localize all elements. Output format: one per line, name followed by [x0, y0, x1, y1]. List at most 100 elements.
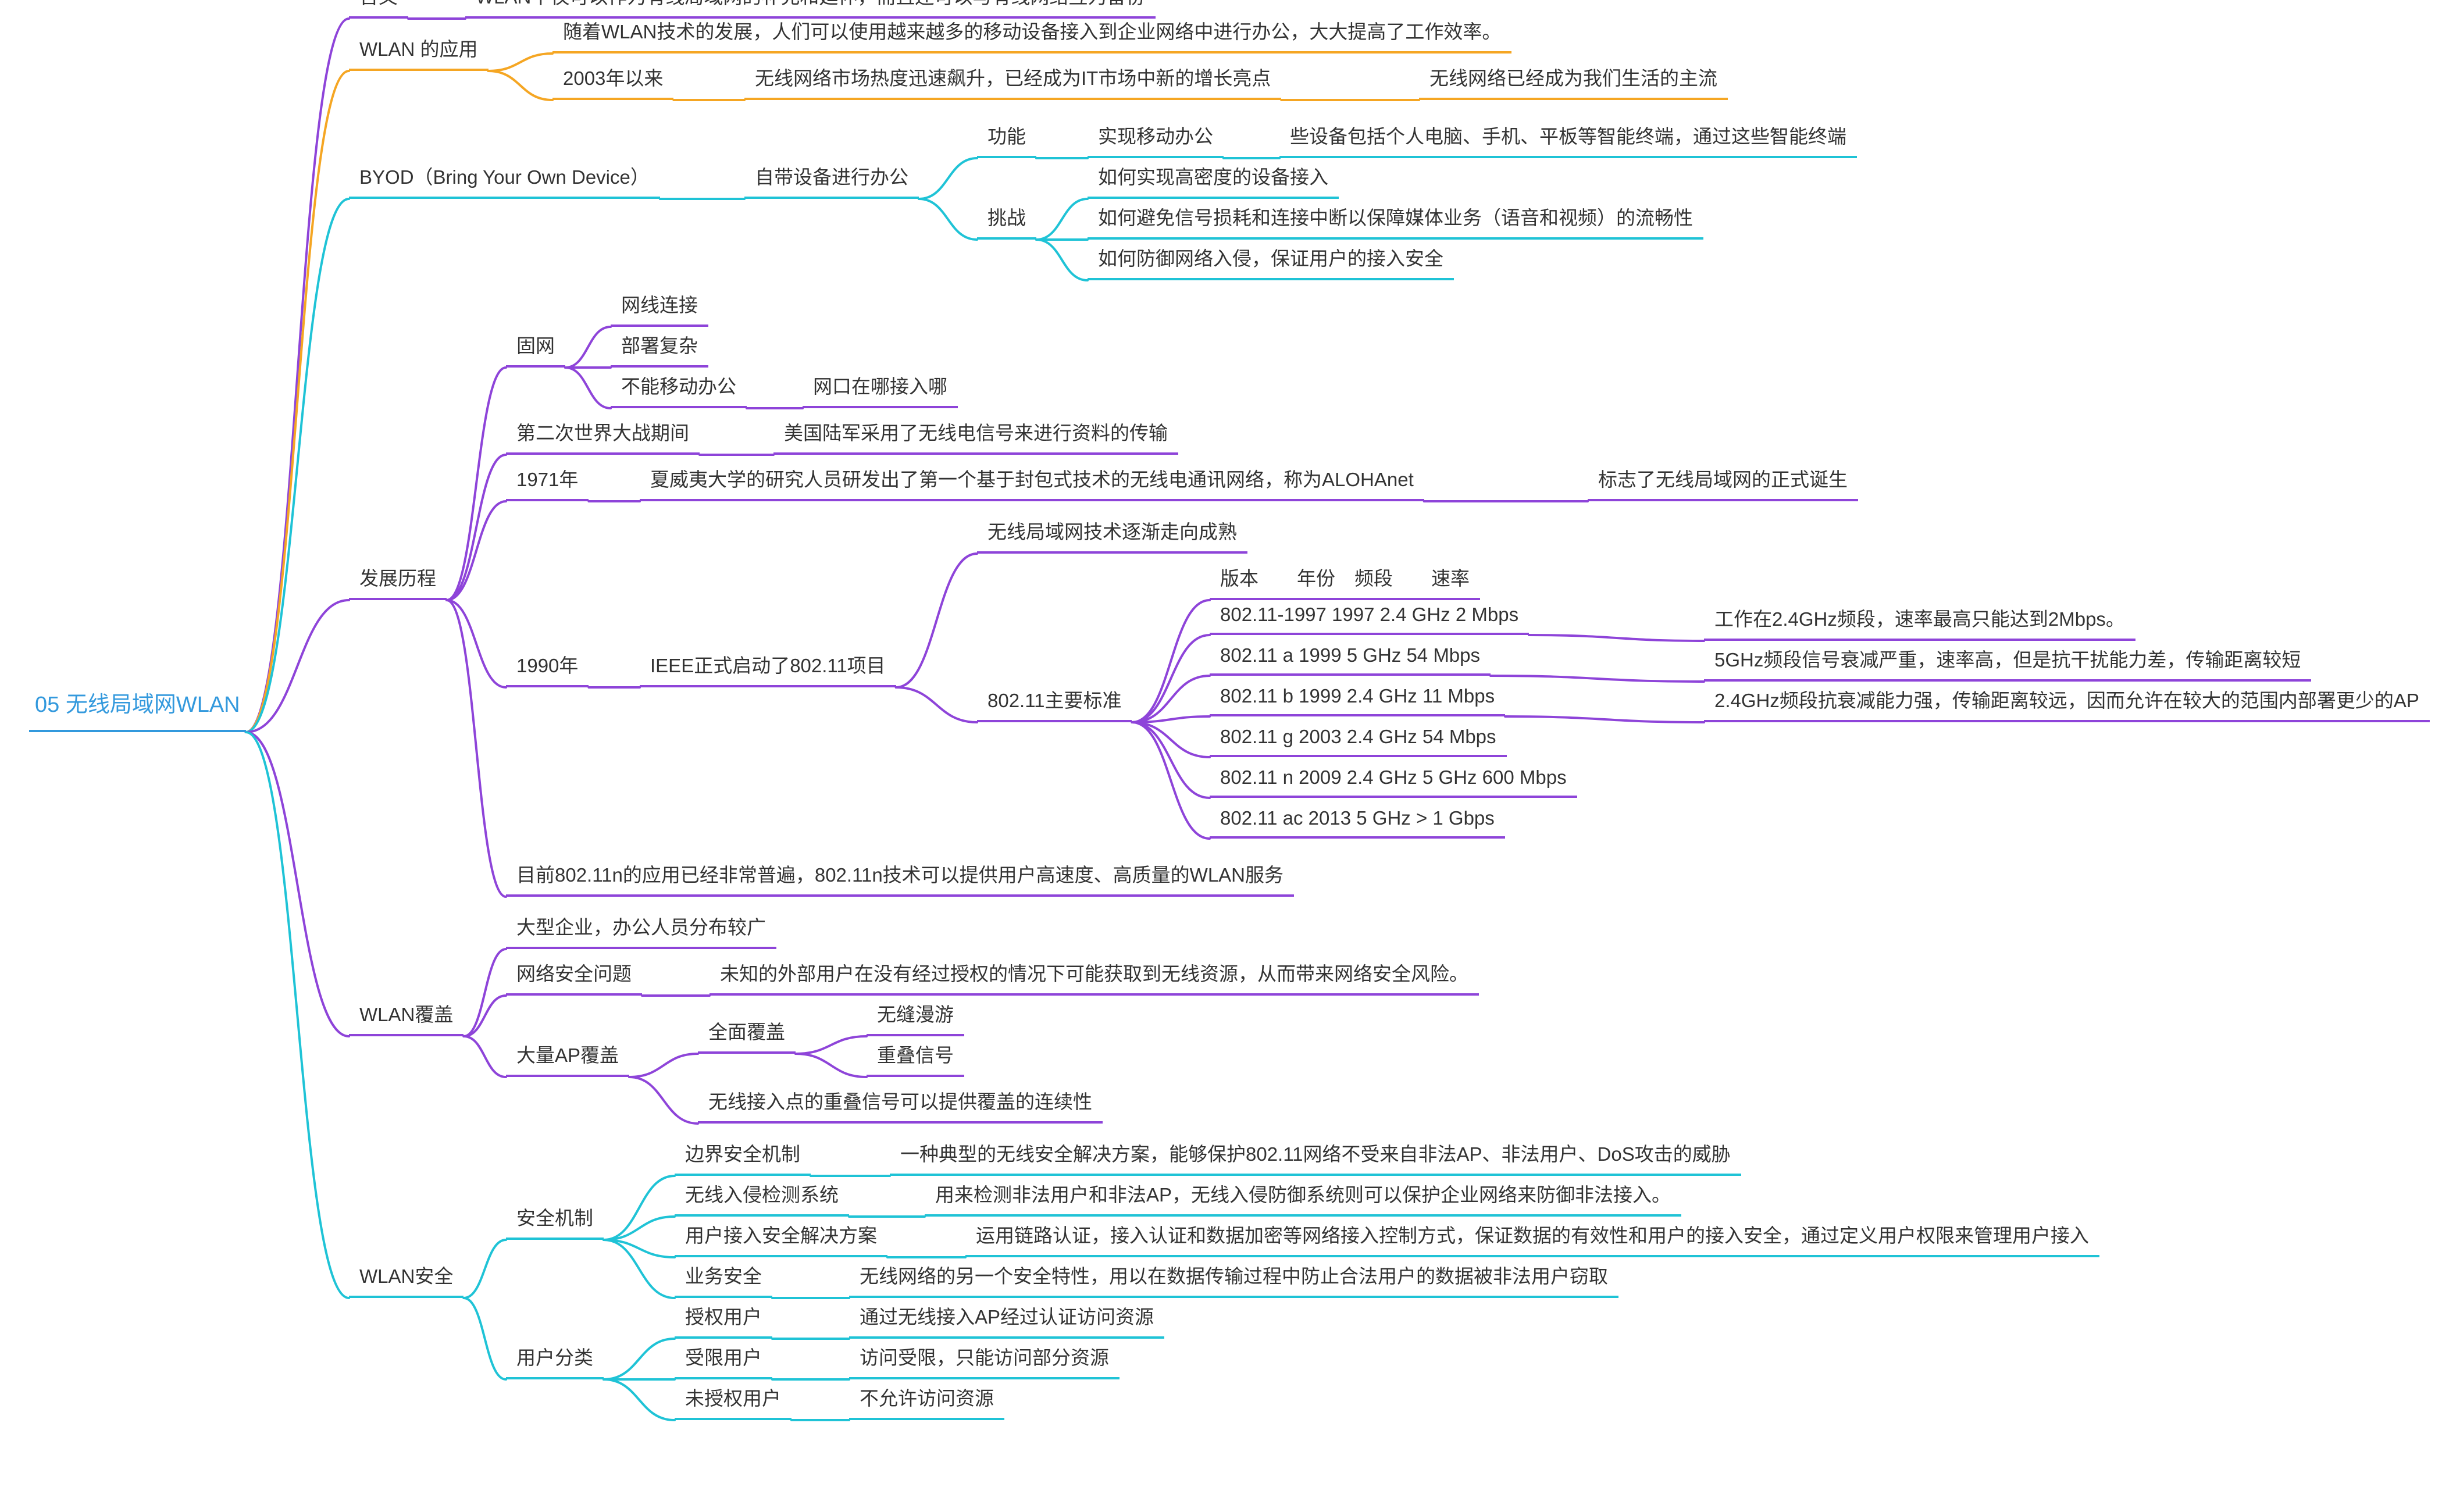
node-label: 挑战: [987, 207, 1026, 229]
mindmap-node: 不能移动办公: [611, 366, 747, 408]
node-label: 美国陆军采用了无线电信号来进行资料的传输: [784, 422, 1168, 444]
mindmap-node: 含义: [349, 0, 408, 19]
node-label: 网线连接: [621, 294, 698, 316]
node-label: 大型企业，办公人员分布较广: [516, 917, 766, 938]
node-label: 网口在哪接入哪: [813, 376, 947, 397]
mindmap-node: 挑战: [977, 198, 1036, 240]
node-label: 未知的外部用户在没有经过授权的情况下可能获取到无线资源，从而带来网络安全风险。: [720, 963, 1468, 985]
mindmap-node: 不允许访问资源: [849, 1378, 1004, 1420]
node-label: 无线入侵检测系统: [685, 1184, 839, 1206]
mindmap-node: 版本 年份 频段 速率: [1210, 558, 1480, 600]
node-label: 安全机制: [516, 1207, 593, 1229]
node-label: WLAN安全: [359, 1265, 453, 1287]
mindmap-node: 无缝漫游: [867, 994, 964, 1036]
mindmap-node: 安全机制: [506, 1198, 604, 1240]
mindmap-node: 运用链路认证，接入认证和数据加密等网络接入控制方式，保证数据的有效性和用户的接入…: [965, 1215, 2099, 1257]
mindmap-node: 1971年: [506, 459, 589, 501]
mindmap-node: WLAN 的应用: [349, 29, 489, 71]
node-label: 业务安全: [685, 1265, 762, 1287]
root-node: 05 无线局域网WLAN: [29, 675, 246, 732]
node-label: 固网: [516, 335, 555, 356]
mindmap-node: 重叠信号: [867, 1035, 964, 1077]
mindmap-node: WLAN安全: [349, 1256, 464, 1298]
mindmap-node: 802.11主要标准: [977, 680, 1132, 722]
mindmap-node: 访问受限，只能访问部分资源: [849, 1338, 1120, 1379]
root-label: 05 无线局域网WLAN: [35, 693, 240, 717]
node-label: 用户分类: [516, 1347, 593, 1368]
mindmap-node: 未授权用户: [675, 1378, 792, 1420]
mindmap-node: 网口在哪接入哪: [803, 366, 958, 408]
mindmap-node: IEEE正式启动了802.11项目: [640, 646, 896, 687]
node-label: 授权用户: [685, 1306, 762, 1328]
mindmap-node: 第二次世界大战期间: [506, 413, 700, 455]
mindmap-node: 用户接入安全解决方案: [675, 1215, 887, 1257]
mindmap-node: 固网: [506, 326, 565, 368]
node-label: 重叠信号: [877, 1044, 954, 1066]
mindmap-node: 随着WLAN技术的发展，人们可以使用越来越多的移动设备接入到企业网络中进行办公，…: [552, 12, 1511, 54]
node-label: 些设备包括个人电脑、手机、平板等智能终端，通过这些智能终端: [1290, 126, 1846, 147]
node-label: 随着WLAN技术的发展，人们可以使用越来越多的移动设备接入到企业网络中进行办公，…: [563, 21, 1501, 42]
mindmap-node: 全面覆盖: [698, 1012, 796, 1054]
node-label: 受限用户: [685, 1347, 762, 1368]
node-label: WLAN不仅可以作为有线局域网的补充和延伸，而且还可以与有线网络互为备份: [476, 0, 1145, 8]
mindmap-node: 用户分类: [506, 1338, 604, 1379]
mindmap-node: 无线局域网技术逐渐走向成熟: [977, 512, 1247, 554]
mindmap-node: 如何避免信号损耗和连接中断以保障媒体业务（语音和视频）的流畅性: [1088, 198, 1703, 240]
mindmap-node: 网线连接: [611, 285, 708, 327]
mindmap-node: 发展历程: [349, 558, 447, 600]
node-label: 如何实现高密度的设备接入: [1098, 166, 1328, 188]
node-label: 无线网络已经成为我们生活的主流: [1429, 67, 1717, 89]
mindmap-node: 无线接入点的重叠信号可以提供覆盖的连续性: [698, 1082, 1103, 1124]
node-label: 标志了无线局域网的正式诞生: [1598, 469, 1848, 490]
node-label: 全面覆盖: [708, 1021, 785, 1043]
node-label: 自带设备进行办公: [755, 166, 908, 188]
node-label: 一种典型的无线安全解决方案，能够保护802.11网络不受来自非法AP、非法用户、…: [900, 1143, 1731, 1165]
mindmap-node: 802.11 ac 2013 5 GHz > 1 Gbps: [1210, 803, 1505, 839]
mindmap-node: 无线入侵检测系统: [675, 1175, 849, 1217]
node-label: 5GHz频段信号衰减严重，速率高，但是抗干扰能力差，传输距离较短: [1714, 649, 2301, 671]
mindmap-node: 大型企业，办公人员分布较广: [506, 907, 776, 949]
node-label: 访问受限，只能访问部分资源: [860, 1347, 1109, 1368]
mindmap-node: 802.11 a 1999 5 GHz 54 Mbps: [1210, 640, 1491, 676]
mindmap-node: 无线网络市场热度迅速飙升，已经成为IT市场中新的增长亮点: [744, 58, 1281, 100]
node-label: WLAN 的应用: [359, 38, 478, 60]
node-label: 第二次世界大战期间: [516, 422, 689, 444]
mindmap-node: 2003年以来: [552, 58, 673, 100]
mindmap-node: 802.11 b 1999 2.4 GHz 11 Mbps: [1210, 680, 1505, 716]
node-label: 如何防御网络入侵，保证用户的接入安全: [1098, 248, 1443, 269]
node-label: 802.11 b 1999 2.4 GHz 11 Mbps: [1220, 685, 1495, 707]
node-label: 含义: [359, 0, 398, 8]
mindmap-node: 如何实现高密度的设备接入: [1088, 157, 1339, 199]
mindmap-node: 如何防御网络入侵，保证用户的接入安全: [1088, 238, 1454, 280]
mindmap-node: BYOD（Bring Your Own Device）: [349, 157, 660, 199]
node-label: 2.4GHz频段抗衰减能力强，传输距离较远，因而允许在较大的范围内部署更少的AP: [1714, 690, 2419, 711]
node-label: 通过无线接入AP经过认证访问资源: [860, 1306, 1154, 1328]
node-label: 802.11主要标准: [987, 690, 1121, 711]
mindmap-node: 美国陆军采用了无线电信号来进行资料的传输: [773, 413, 1178, 455]
mindmap-node: WLAN覆盖: [349, 994, 464, 1036]
mindmap-node: 业务安全: [675, 1256, 772, 1298]
mindmap-node: 网络安全问题: [506, 954, 642, 996]
node-label: 802.11-1997 1997 2.4 GHz 2 Mbps: [1220, 604, 1518, 625]
node-label: WLAN覆盖: [359, 1004, 453, 1025]
node-label: 802.11 g 2003 2.4 GHz 54 Mbps: [1220, 726, 1496, 747]
mindmap-node: 工作在2.4GHz频段，速率最高只能达到2Mbps。: [1704, 599, 2135, 641]
mindmap-node: 边界安全机制: [675, 1134, 811, 1176]
node-label: 802.11 a 1999 5 GHz 54 Mbps: [1220, 644, 1480, 666]
node-label: 边界安全机制: [685, 1143, 800, 1165]
mindmap-node: 5GHz频段信号衰减严重，速率高，但是抗干扰能力差，传输距离较短: [1704, 640, 2311, 682]
node-label: 802.11 ac 2013 5 GHz > 1 Gbps: [1220, 807, 1495, 829]
mindmap-node: 1990年: [506, 646, 589, 687]
node-label: 2003年以来: [563, 67, 663, 89]
mindmap-node: 802.11 g 2003 2.4 GHz 54 Mbps: [1210, 721, 1507, 757]
node-label: 运用链路认证，接入认证和数据加密等网络接入控制方式，保证数据的有效性和用户的接入…: [976, 1225, 2089, 1246]
node-label: 无线网络的另一个安全特性，用以在数据传输过程中防止合法用户的数据被非法用户窃取: [860, 1265, 1608, 1287]
mindmap-node: 些设备包括个人电脑、手机、平板等智能终端，通过这些智能终端: [1279, 116, 1857, 158]
mindmap-node: 自带设备进行办公: [744, 157, 919, 199]
mindmap-node: 授权用户: [675, 1297, 772, 1339]
mindmap-node: 802.11 n 2009 2.4 GHz 5 GHz 600 Mbps: [1210, 762, 1577, 798]
node-label: 版本 年份 频段 速率: [1220, 568, 1470, 589]
node-label: 无线局域网技术逐渐走向成熟: [987, 521, 1237, 543]
mindmap-node: 大量AP覆盖: [506, 1035, 629, 1077]
node-label: 用来检测非法用户和非法AP，无线入侵防御系统则可以保护企业网络来防御非法接入。: [935, 1184, 1671, 1206]
